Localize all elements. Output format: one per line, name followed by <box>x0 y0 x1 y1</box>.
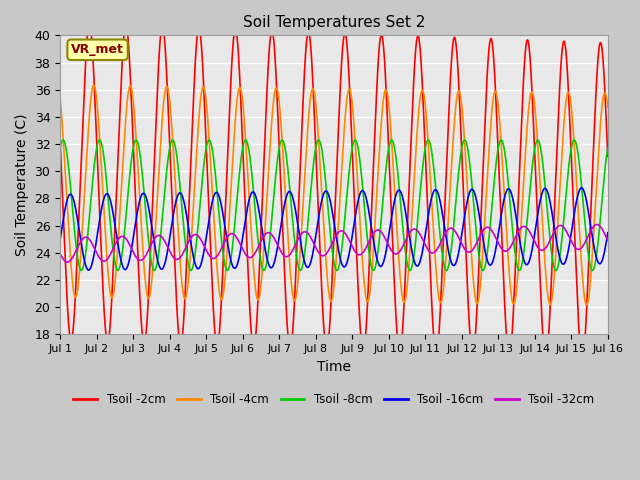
Tsoil -8cm <box>388 137 396 143</box>
Tsoil -8cm <box>604 145 612 151</box>
Tsoil -16cm <box>388 215 396 221</box>
Tsoil -16cm <box>397 190 405 195</box>
Line: Tsoil -8cm: Tsoil -8cm <box>60 140 608 270</box>
Tsoil -32cm <box>552 226 560 232</box>
Tsoil -4cm <box>56 96 64 102</box>
Tsoil -16cm <box>552 235 560 240</box>
Line: Tsoil -16cm: Tsoil -16cm <box>60 188 608 270</box>
Tsoil -16cm <box>84 267 92 273</box>
Tsoil -4cm <box>174 219 182 225</box>
Tsoil -4cm <box>388 135 396 141</box>
Legend: Tsoil -2cm, Tsoil -4cm, Tsoil -8cm, Tsoil -16cm, Tsoil -32cm: Tsoil -2cm, Tsoil -4cm, Tsoil -8cm, Tsoi… <box>68 388 599 410</box>
Tsoil -4cm <box>583 302 591 308</box>
Tsoil -16cm <box>604 231 611 237</box>
Tsoil -32cm <box>63 259 71 265</box>
Tsoil -4cm <box>604 103 611 109</box>
Tsoil -4cm <box>604 104 612 110</box>
Tsoil -2cm <box>209 304 217 310</box>
Tsoil -2cm <box>579 357 586 362</box>
Y-axis label: Soil Temperature (C): Soil Temperature (C) <box>15 114 29 256</box>
Tsoil -16cm <box>209 195 217 201</box>
Tsoil -4cm <box>209 204 217 210</box>
Tsoil -8cm <box>174 161 182 167</box>
Tsoil -4cm <box>397 284 405 289</box>
Tsoil -32cm <box>604 238 612 243</box>
Tsoil -2cm <box>552 170 560 176</box>
Tsoil -2cm <box>604 154 612 159</box>
Line: Tsoil -2cm: Tsoil -2cm <box>60 24 608 360</box>
Tsoil -32cm <box>604 237 611 243</box>
Text: VR_met: VR_met <box>71 43 124 56</box>
Tsoil -2cm <box>174 318 182 324</box>
Tsoil -32cm <box>209 255 217 261</box>
Tsoil -8cm <box>150 267 158 273</box>
Tsoil -8cm <box>209 154 217 160</box>
Line: Tsoil -32cm: Tsoil -32cm <box>60 225 608 262</box>
Tsoil -2cm <box>388 210 396 216</box>
Tsoil -4cm <box>90 82 98 88</box>
Line: Tsoil -4cm: Tsoil -4cm <box>60 85 608 305</box>
Tsoil -8cm <box>604 146 611 152</box>
Tsoil -32cm <box>388 248 396 253</box>
Tsoil -16cm <box>56 237 64 242</box>
Tsoil -2cm <box>604 150 611 156</box>
Tsoil -2cm <box>86 21 93 27</box>
Tsoil -8cm <box>552 267 560 273</box>
X-axis label: Time: Time <box>317 360 351 373</box>
Tsoil -8cm <box>397 206 405 212</box>
Tsoil -32cm <box>593 222 601 228</box>
Tsoil -16cm <box>604 230 612 236</box>
Tsoil -2cm <box>397 345 405 351</box>
Tsoil -32cm <box>56 251 64 257</box>
Tsoil -32cm <box>174 256 182 262</box>
Tsoil -4cm <box>552 250 560 256</box>
Tsoil -32cm <box>397 247 405 252</box>
Tsoil -8cm <box>56 145 64 151</box>
Title: Soil Temperatures Set 2: Soil Temperatures Set 2 <box>243 15 425 30</box>
Tsoil -16cm <box>578 185 586 191</box>
Tsoil -16cm <box>174 193 182 199</box>
Tsoil -8cm <box>169 137 177 143</box>
Tsoil -2cm <box>56 138 64 144</box>
